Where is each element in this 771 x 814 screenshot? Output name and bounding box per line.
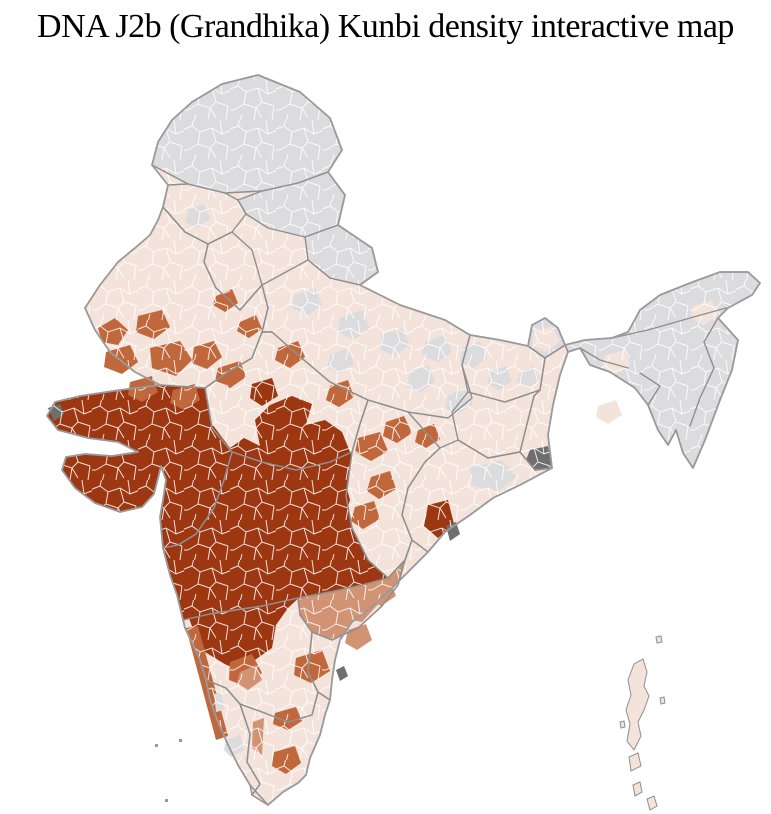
state-jammu-kashmir[interactable] <box>152 75 342 193</box>
northeast-internal-borders <box>579 307 727 427</box>
island-dot <box>179 739 182 742</box>
india-coastline <box>46 74 761 806</box>
island-dot <box>165 799 168 802</box>
island-dot <box>155 744 158 747</box>
state-northeast[interactable] <box>565 272 760 468</box>
region-andaman-islands[interactable] <box>619 635 666 811</box>
page-title: DNA J2b (Grandhika) Kunbi density intera… <box>37 8 734 45</box>
lakshadweep-islands <box>155 739 182 802</box>
state-borders <box>46 74 761 806</box>
andaman-nicobar-islands <box>619 635 666 811</box>
